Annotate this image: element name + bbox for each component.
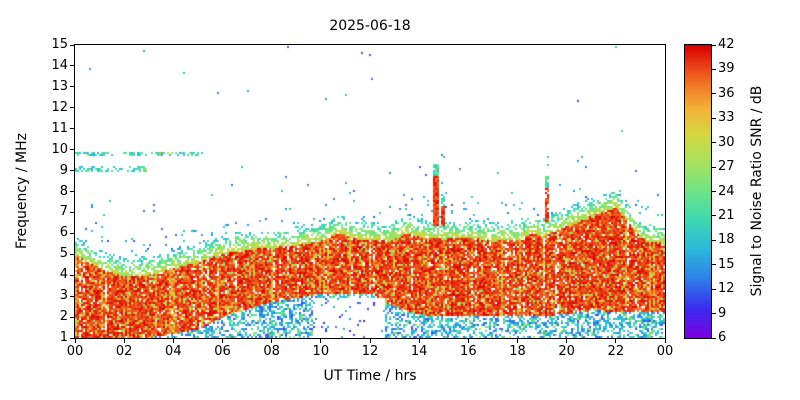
heatmap-canvas: [75, 45, 665, 338]
colorbar-tick-label: 15: [718, 256, 735, 272]
y-tick-label: 5: [59, 246, 68, 262]
x-tick-label: 10: [312, 344, 330, 359]
y-tick: [70, 274, 74, 276]
x-tick: [566, 339, 568, 343]
colorbar-tick-label: 9: [718, 305, 727, 321]
colorbar-tick-label: 36: [718, 85, 735, 101]
colorbar-tick-label: 12: [718, 281, 735, 297]
x-tick: [664, 339, 666, 343]
x-tick: [271, 339, 273, 343]
colorbar: [684, 44, 712, 339]
y-tick-label: 3: [59, 288, 68, 304]
colorbar-label: Signal to Noise Ratio SNR / dB: [749, 85, 765, 297]
colorbar-tick-label: 30: [718, 134, 735, 150]
plot-area: [74, 44, 666, 339]
y-tick: [70, 170, 74, 172]
x-tick-label: 20: [558, 344, 575, 359]
colorbar-tick: [712, 142, 716, 144]
y-tick-label: 9: [59, 162, 68, 178]
y-tick: [70, 65, 74, 67]
y-tick: [70, 191, 74, 192]
x-axis-label: UT Time / hrs: [323, 368, 417, 384]
y-tick: [70, 149, 74, 151]
y-tick: [70, 295, 74, 297]
colorbar-tick-label: 21: [718, 207, 735, 223]
y-tick-label: 8: [59, 183, 68, 199]
y-tick-label: 1: [59, 330, 68, 345]
x-tick: [369, 339, 371, 343]
chart-title: 2025-06-18: [329, 18, 411, 34]
y-tick: [70, 128, 74, 130]
x-tick: [123, 339, 125, 343]
y-tick-label: 12: [51, 99, 68, 115]
colorbar-tick: [712, 68, 716, 70]
y-axis-label: Frequency / MHz: [14, 133, 30, 249]
y-tick: [70, 107, 74, 109]
x-tick: [615, 339, 617, 343]
x-tick: [172, 339, 174, 343]
x-tick-label: 04: [165, 344, 182, 359]
x-tick-label: 02: [115, 344, 133, 359]
colorbar-tick: [712, 313, 716, 315]
colorbar-tick-label: 24: [718, 183, 735, 199]
y-tick-label: 14: [51, 57, 68, 73]
y-tick-label: 13: [51, 78, 68, 94]
colorbar-tick-label: 27: [718, 159, 735, 175]
x-tick: [74, 339, 76, 343]
x-tick-label: 00: [66, 344, 84, 359]
y-tick-label: 11: [51, 120, 68, 136]
y-tick: [70, 232, 74, 234]
y-tick-label: 2: [59, 309, 68, 325]
colorbar-tick-label: 42: [718, 37, 735, 52]
y-tick: [70, 44, 74, 46]
y-tick: [70, 211, 74, 213]
colorbar-tick-label: 6: [718, 330, 727, 345]
y-tick-label: 7: [59, 204, 68, 220]
colorbar-tick: [712, 288, 716, 290]
colorbar-tick: [712, 337, 716, 339]
y-tick-label: 6: [59, 225, 68, 241]
x-tick-label: 06: [214, 344, 231, 359]
y-tick-label: 4: [59, 267, 68, 283]
colorbar-tick: [712, 191, 716, 192]
x-tick-label: 12: [361, 344, 379, 359]
x-tick: [517, 339, 518, 343]
x-tick-label: 18: [509, 344, 526, 359]
x-tick-label: 00: [656, 344, 674, 359]
x-tick: [418, 339, 420, 343]
colorbar-tick-label: 33: [718, 110, 735, 126]
colorbar-tick-label: 39: [718, 61, 735, 77]
y-tick: [70, 86, 74, 88]
x-tick: [222, 339, 223, 343]
y-tick-label: 15: [51, 37, 68, 52]
x-tick: [467, 339, 469, 343]
y-tick-label: 10: [51, 141, 68, 157]
x-tick-label: 14: [410, 344, 428, 359]
colorbar-tick: [712, 117, 716, 119]
x-tick: [320, 339, 322, 343]
colorbar-tick: [712, 166, 716, 168]
colorbar-tick-label: 18: [718, 232, 735, 248]
colorbar-tick: [712, 239, 716, 241]
y-tick: [70, 337, 74, 339]
colorbar-tick: [712, 93, 716, 95]
colorbar-tick: [712, 44, 716, 46]
colorbar-tick: [712, 215, 716, 217]
y-tick: [70, 316, 74, 318]
colorbar-canvas: [685, 45, 711, 338]
y-tick: [70, 253, 74, 255]
x-tick-label: 08: [263, 344, 280, 359]
x-tick-label: 16: [460, 344, 477, 359]
colorbar-tick: [712, 264, 716, 266]
x-tick-label: 22: [607, 344, 625, 359]
